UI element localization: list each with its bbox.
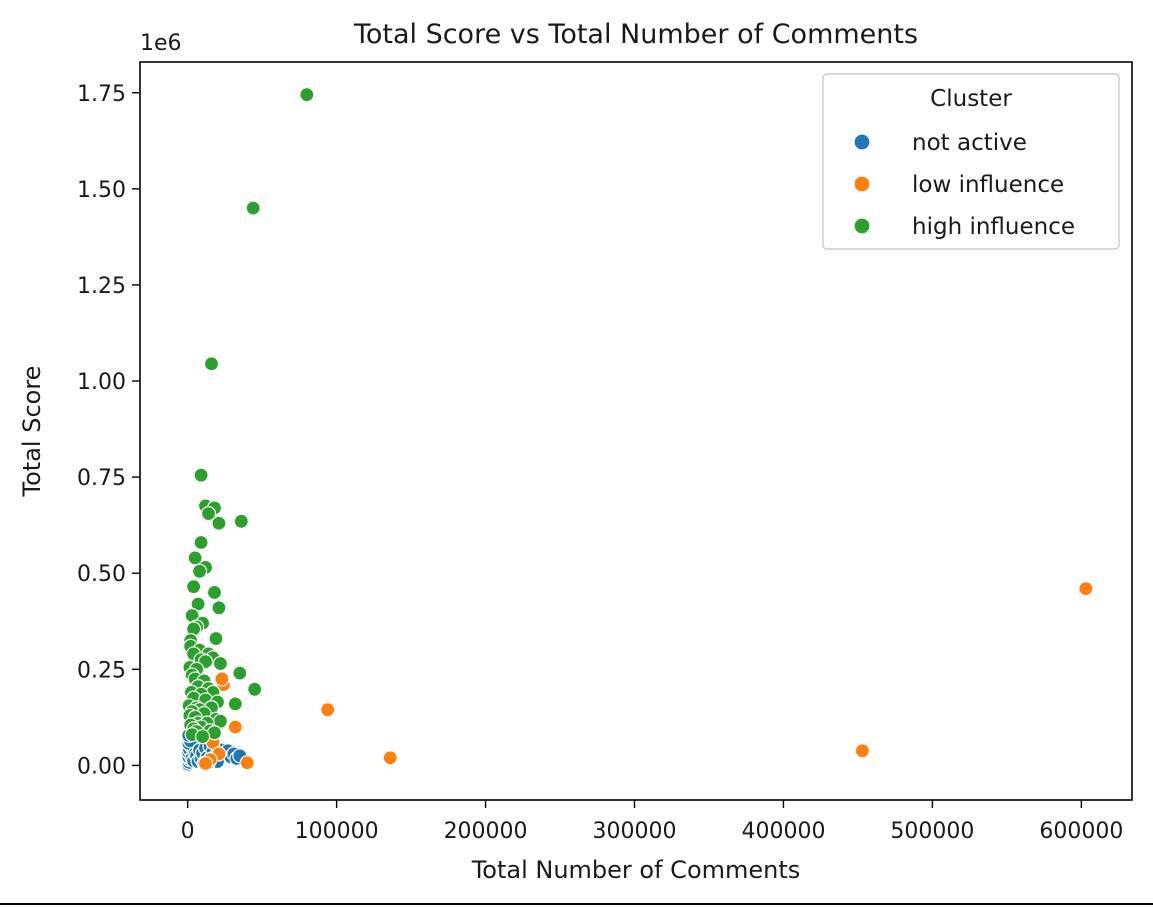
legend-frame [822, 73, 1120, 250]
legend-marker [853, 175, 871, 193]
y-tick-label: 1.50 [77, 178, 126, 203]
x-axis-ticks: 0 100000 200000 300000 400000 500000 600000 [181, 800, 1123, 844]
x-tick-label: 500000 [890, 819, 974, 844]
points-layer [180, 87, 1094, 774]
legend-label: high influence [912, 214, 1075, 240]
data-point [203, 356, 220, 372]
legend-marker [853, 217, 871, 235]
y-tick-label: 0.50 [77, 562, 126, 587]
data-point [245, 200, 261, 216]
y-tick-label: 1.00 [77, 370, 126, 395]
y-offset-text: 1e6 [140, 31, 182, 56]
data-point [194, 728, 211, 745]
data-point [382, 750, 398, 766]
data-point [191, 563, 208, 579]
data-point [320, 702, 336, 718]
legend-title: Cluster [930, 86, 1012, 112]
y-tick-label: 0.25 [77, 658, 126, 683]
series-high-influence [181, 87, 315, 745]
data-point [187, 550, 203, 566]
data-point [197, 755, 214, 772]
data-point [208, 630, 224, 647]
data-point [299, 87, 315, 103]
data-point [211, 600, 227, 616]
x-tick-label: 600000 [1039, 819, 1123, 844]
y-tick-label: 1.75 [77, 82, 126, 107]
x-tick-label: 0 [181, 819, 195, 844]
x-tick-label: 300000 [593, 819, 677, 844]
data-point [186, 579, 202, 595]
legend-label: not active [912, 130, 1027, 156]
data-point [854, 743, 871, 759]
data-point [227, 719, 243, 735]
y-tick-label: 0.00 [77, 754, 126, 779]
x-tick-label: 400000 [741, 819, 825, 844]
legend-label: low influence [912, 172, 1064, 198]
y-axis-ticks: 0.00 0.25 0.50 0.75 1.00 1.25 1.50 1.75 [77, 82, 140, 779]
x-axis-label: Total Number of Comments [471, 856, 801, 884]
plot-frame [139, 61, 1133, 801]
data-point [200, 506, 217, 522]
y-axis-label: Total Score [18, 366, 46, 498]
data-point [206, 584, 223, 601]
x-tick-label: 100000 [295, 819, 379, 844]
legend: Cluster not active low influence high infl… [822, 73, 1120, 250]
y-tick-label: 1.25 [77, 274, 126, 299]
data-point [1078, 580, 1094, 597]
data-point [212, 655, 229, 672]
data-point [227, 696, 243, 712]
data-point [193, 467, 209, 483]
x-tick-label: 200000 [444, 819, 528, 844]
legend-entries: not active low influence high influence [853, 130, 1075, 240]
y-tick-label: 0.75 [77, 466, 126, 491]
data-point [211, 515, 227, 531]
data-point [232, 665, 248, 681]
bottom-rule [0, 903, 1153, 905]
data-point [233, 513, 249, 529]
legend-marker [853, 133, 871, 151]
series-low-influence [197, 580, 1094, 772]
data-point [193, 534, 209, 551]
chart-title: Total Score vs Total Number of Comments [353, 19, 918, 50]
data-point [214, 671, 230, 687]
data-point [239, 755, 255, 771]
data-point [247, 681, 263, 697]
